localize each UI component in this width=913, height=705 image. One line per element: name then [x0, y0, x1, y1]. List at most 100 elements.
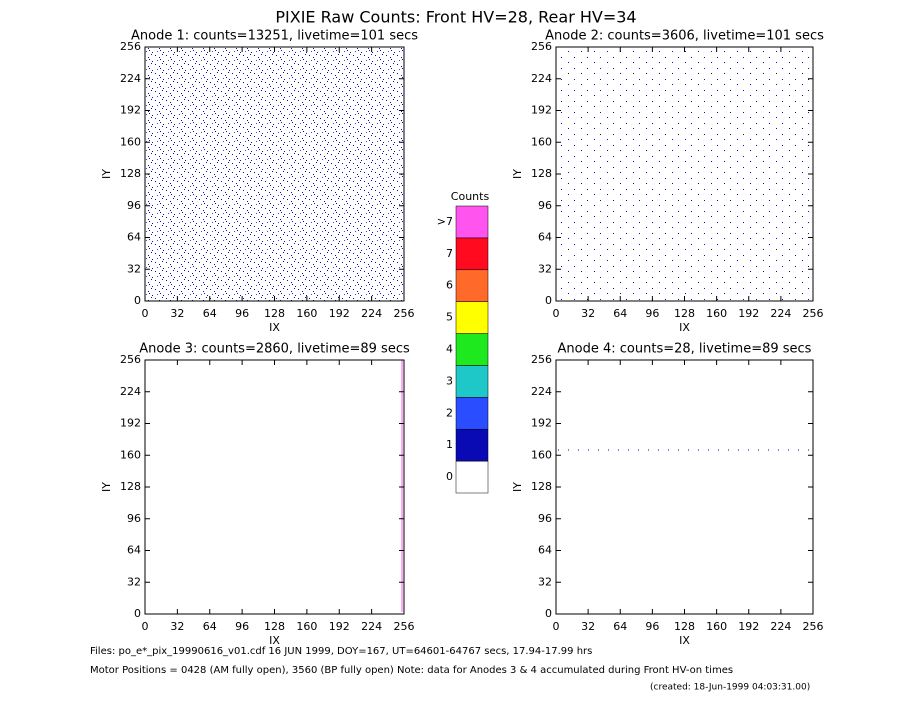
- footer-files: Files: po_e*_pix_19990616_v01.cdf 16 JUN…: [90, 646, 592, 657]
- x-tick-label: 64: [613, 307, 627, 320]
- y-tick-label: 160: [120, 135, 141, 148]
- panel-title: Anode 2: counts=3606, livetime=101 secs: [545, 29, 824, 44]
- x-tick-label: 0: [142, 307, 149, 320]
- y-tick-label: 0: [545, 294, 552, 307]
- x-tick-label: 128: [674, 620, 695, 633]
- colorbar-cell: [455, 269, 489, 302]
- x-tick-label: 32: [170, 620, 184, 633]
- colorbar-cell: [455, 301, 489, 334]
- y-tick-label: 128: [120, 167, 141, 180]
- colorbar-label: 5: [446, 311, 453, 324]
- colorbar-label: 3: [446, 374, 453, 387]
- panel-title: Anode 3: counts=2860, livetime=89 secs: [139, 342, 410, 357]
- x-tick-label: 224: [770, 307, 791, 320]
- y-tick-label: 32: [538, 575, 552, 588]
- colorbar-label: 4: [446, 343, 453, 356]
- y-tick-label: 32: [127, 575, 141, 588]
- x-tick-label: 96: [235, 620, 249, 633]
- colorbar-cell: [455, 397, 489, 430]
- colorbar-cell: [455, 205, 489, 239]
- x-tick-label: 160: [296, 620, 317, 633]
- x-axis-label: IX: [679, 634, 690, 647]
- x-tick-label: 96: [235, 307, 249, 320]
- y-tick-label: 224: [120, 72, 141, 85]
- y-tick-label: 256: [120, 40, 141, 53]
- x-tick-label: 160: [296, 307, 317, 320]
- x-axis-label: IX: [679, 321, 690, 334]
- colorbar-label: 0: [446, 470, 453, 483]
- y-tick-label: 0: [134, 607, 141, 620]
- y-tick-label: 224: [120, 385, 141, 398]
- y-tick-label: 256: [531, 40, 552, 53]
- x-tick-label: 32: [581, 620, 595, 633]
- x-tick-label: 192: [329, 620, 350, 633]
- x-tick-label: 0: [553, 620, 560, 633]
- footer-motor: Motor Positions = 0428 (AM fully open), …: [90, 665, 733, 676]
- x-tick-label: 224: [361, 307, 382, 320]
- colorbar-label: 1: [446, 438, 453, 451]
- x-tick-label: 128: [264, 620, 285, 633]
- y-tick-label: 0: [545, 607, 552, 620]
- y-tick-label: 32: [538, 262, 552, 275]
- y-tick-label: 192: [120, 104, 141, 117]
- panel-title: Anode 1: counts=13251, livetime=101 secs: [131, 29, 418, 44]
- y-tick-label: 224: [531, 385, 552, 398]
- x-tick-label: 256: [394, 620, 415, 633]
- x-tick-label: 256: [803, 307, 824, 320]
- x-tick-label: 128: [264, 307, 285, 320]
- colorbar-cell: [455, 237, 489, 271]
- y-tick-label: 160: [531, 448, 552, 461]
- colorbar-cell: [455, 333, 489, 366]
- y-tick-label: 64: [127, 544, 141, 557]
- colorbar-title: Counts: [451, 190, 490, 203]
- x-tick-label: 192: [738, 307, 759, 320]
- y-tick-label: 64: [538, 544, 552, 557]
- y-tick-label: 192: [531, 104, 552, 117]
- x-tick-label: 192: [329, 307, 350, 320]
- plot-frame: [555, 359, 814, 615]
- x-tick-label: 192: [738, 620, 759, 633]
- colorbar-cell: [455, 365, 489, 398]
- x-tick-label: 32: [581, 307, 595, 320]
- y-tick-label: 96: [127, 199, 141, 212]
- x-tick-label: 256: [394, 307, 415, 320]
- y-tick-label: 96: [538, 199, 552, 212]
- y-axis-label: IY: [511, 169, 524, 179]
- x-tick-label: 0: [553, 307, 560, 320]
- x-axis-label: IX: [269, 634, 280, 647]
- colorbar-cell: [455, 428, 489, 462]
- count-texture: [145, 47, 404, 301]
- y-tick-label: 256: [120, 353, 141, 366]
- y-tick-label: 160: [531, 135, 552, 148]
- x-tick-label: 64: [203, 307, 217, 320]
- y-tick-label: 96: [538, 512, 552, 525]
- colorbar-label: 6: [446, 279, 453, 292]
- y-tick-label: 128: [120, 480, 141, 493]
- x-tick-label: 128: [674, 307, 695, 320]
- page-title: PIXIE Raw Counts: Front HV=28, Rear HV=3…: [275, 8, 636, 27]
- colorbar-cell: [455, 460, 489, 494]
- x-tick-label: 96: [645, 307, 659, 320]
- x-tick-label: 224: [770, 620, 791, 633]
- plot-frame: [144, 359, 405, 615]
- y-tick-label: 96: [127, 512, 141, 525]
- x-tick-label: 32: [170, 307, 184, 320]
- x-tick-label: 64: [613, 620, 627, 633]
- y-tick-label: 128: [531, 480, 552, 493]
- y-tick-label: 64: [538, 231, 552, 244]
- y-tick-label: 224: [531, 72, 552, 85]
- x-tick-label: 0: [142, 620, 149, 633]
- count-texture: [556, 47, 813, 301]
- x-tick-label: 224: [361, 620, 382, 633]
- y-axis-label: IY: [100, 482, 113, 492]
- footer-created: (created: 18-Jun-1999 04:03:31.00): [650, 683, 810, 693]
- y-tick-label: 0: [134, 294, 141, 307]
- colorbar-label: 2: [446, 406, 453, 419]
- y-tick-label: 192: [120, 417, 141, 430]
- y-tick-label: 128: [531, 167, 552, 180]
- x-axis-label: IX: [269, 321, 280, 334]
- y-tick-label: 256: [531, 353, 552, 366]
- y-tick-label: 32: [127, 262, 141, 275]
- x-tick-label: 160: [706, 620, 727, 633]
